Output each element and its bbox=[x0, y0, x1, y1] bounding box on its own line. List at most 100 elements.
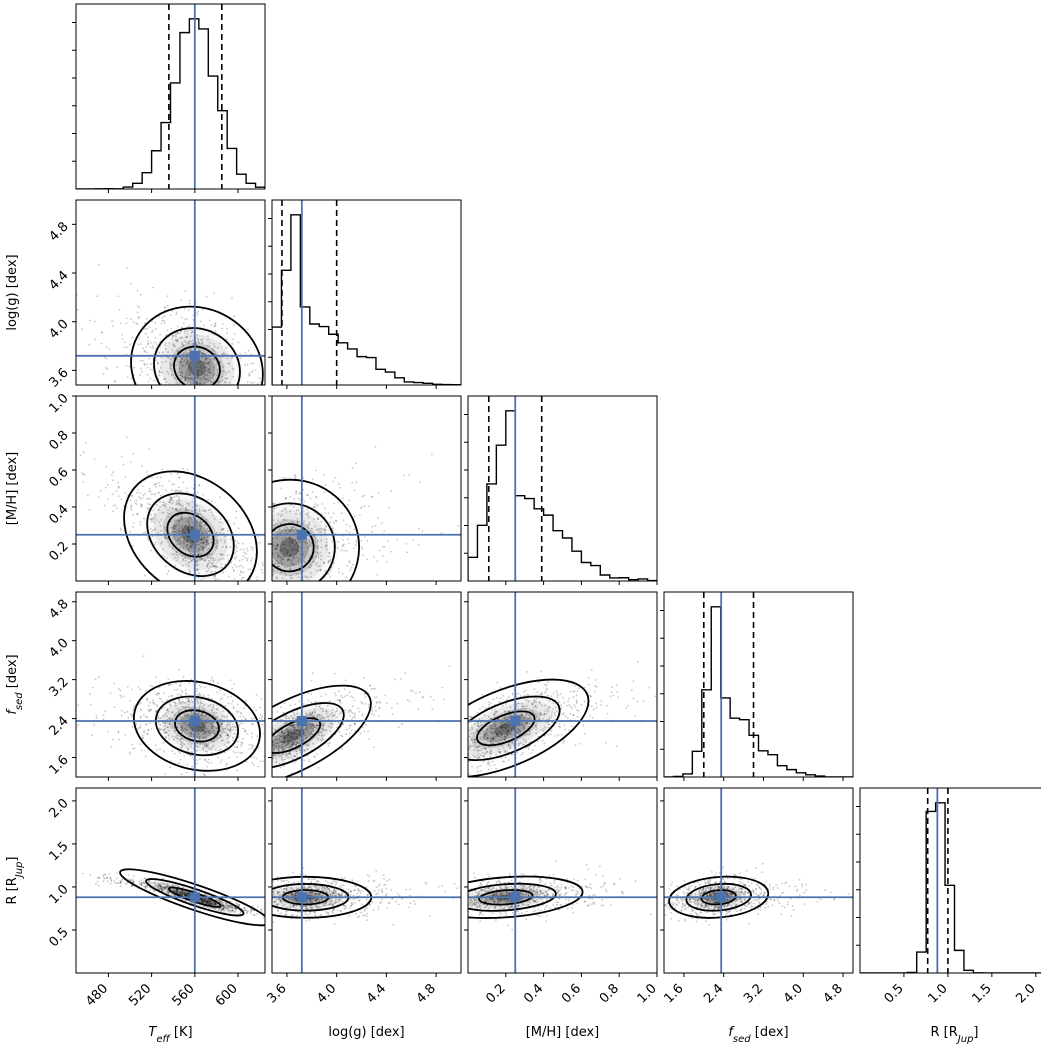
scatter-point bbox=[216, 542, 219, 545]
scatter-point bbox=[107, 730, 110, 733]
scatter-point bbox=[314, 503, 317, 506]
scatter-point bbox=[199, 525, 202, 528]
scatter-point bbox=[162, 728, 165, 731]
scatter-point bbox=[289, 559, 292, 561]
scatter-point bbox=[186, 535, 189, 538]
scatter-point bbox=[216, 565, 219, 568]
scatter-point bbox=[164, 728, 166, 730]
scatter-point bbox=[164, 724, 166, 727]
scatter-point bbox=[191, 547, 194, 550]
scatter-point bbox=[522, 716, 525, 719]
scatter-point bbox=[150, 519, 153, 521]
scatter-point bbox=[540, 693, 543, 695]
scatter-point bbox=[324, 693, 327, 695]
scatter-point bbox=[191, 378, 194, 381]
scatter-point bbox=[233, 570, 235, 572]
scatter-point bbox=[132, 522, 135, 524]
scatter-point bbox=[219, 735, 222, 737]
scatter-point bbox=[292, 725, 295, 728]
scatter-point bbox=[313, 724, 315, 727]
scatter-point bbox=[211, 570, 213, 573]
contour-0 bbox=[166, 511, 215, 558]
scatter-point bbox=[302, 560, 305, 563]
scatter-point bbox=[183, 330, 186, 332]
scatter-point bbox=[157, 531, 159, 534]
scatter-point bbox=[252, 744, 255, 747]
scatter-point bbox=[157, 509, 160, 511]
scatter-point bbox=[293, 544, 296, 547]
scatter-point bbox=[169, 367, 172, 370]
scatter-point bbox=[149, 685, 152, 687]
scatter-point bbox=[157, 492, 160, 494]
scatter-point bbox=[180, 746, 182, 749]
scatter-point bbox=[181, 724, 184, 727]
scatter-point bbox=[172, 526, 175, 528]
scatter-point bbox=[208, 567, 210, 570]
scatter-point bbox=[275, 738, 278, 741]
scatter-point bbox=[117, 482, 119, 484]
scatter-point bbox=[175, 503, 178, 506]
scatter-point bbox=[153, 483, 156, 485]
scatter-point bbox=[311, 527, 313, 530]
scatter-point bbox=[196, 568, 199, 571]
scatter-point bbox=[291, 526, 294, 529]
scatter-point bbox=[291, 577, 294, 579]
scatter-point bbox=[227, 702, 230, 705]
scatter-point bbox=[287, 740, 290, 742]
scatter-point bbox=[384, 694, 386, 697]
scatter-point bbox=[355, 481, 358, 484]
scatter-point bbox=[543, 714, 545, 717]
scatter-point bbox=[210, 381, 213, 383]
scatter-point bbox=[294, 755, 297, 758]
scatter-point bbox=[170, 327, 172, 330]
scatter-point bbox=[286, 742, 289, 745]
scatter-point bbox=[330, 723, 333, 726]
scatter-point bbox=[329, 560, 331, 562]
scatter-point bbox=[240, 713, 243, 715]
scatter-point bbox=[503, 760, 505, 763]
scatter-point bbox=[145, 715, 147, 718]
scatter-point bbox=[211, 562, 213, 564]
scatter-point bbox=[119, 527, 122, 530]
scatter-point bbox=[236, 746, 239, 749]
scatter-point bbox=[147, 342, 150, 344]
scatter-point bbox=[187, 748, 190, 751]
scatter-point bbox=[132, 709, 135, 711]
scatter-point bbox=[180, 373, 182, 376]
scatter-point bbox=[192, 554, 195, 556]
scatter-point bbox=[161, 501, 164, 504]
scatter-point bbox=[179, 708, 182, 711]
panel-teff-mh bbox=[76, 396, 265, 581]
scatter-point bbox=[130, 504, 133, 507]
scatter-point bbox=[334, 713, 336, 716]
scatter-point bbox=[239, 715, 242, 718]
scatter-point bbox=[216, 727, 219, 729]
scatter-point bbox=[309, 566, 311, 569]
scatter-point bbox=[197, 373, 200, 376]
scatter-point bbox=[248, 743, 251, 746]
scatter-point bbox=[289, 753, 292, 756]
scatter-point bbox=[185, 692, 188, 695]
scatter-point bbox=[289, 553, 291, 556]
scatter-point bbox=[182, 529, 185, 532]
scatter-point bbox=[198, 711, 201, 714]
scatter-point bbox=[161, 504, 164, 507]
scatter-point bbox=[213, 366, 216, 369]
scatter-point bbox=[226, 725, 229, 728]
contour-2 bbox=[272, 478, 360, 581]
scatter-point bbox=[197, 549, 200, 552]
scatter-point bbox=[190, 518, 192, 521]
scatter-point bbox=[201, 521, 204, 524]
scatter-point bbox=[572, 690, 575, 693]
scatter-point bbox=[309, 725, 312, 728]
scatter-point bbox=[199, 524, 202, 527]
scatter-point bbox=[306, 727, 308, 729]
scatter-point bbox=[233, 333, 236, 335]
scatter-point bbox=[490, 718, 493, 720]
scatter-point bbox=[199, 558, 202, 560]
scatter-point bbox=[208, 345, 211, 348]
scatter-point bbox=[205, 743, 208, 746]
scatter-point bbox=[276, 552, 278, 554]
scatter-point bbox=[206, 765, 209, 768]
scatter-point bbox=[283, 732, 285, 735]
